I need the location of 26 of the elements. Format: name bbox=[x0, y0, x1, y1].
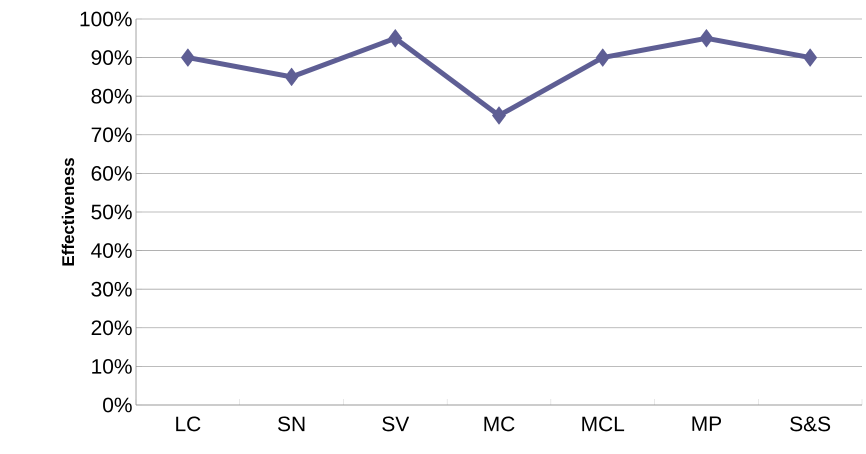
point bbox=[180, 48, 195, 67]
point bbox=[388, 29, 402, 48]
x-tick-label: MP bbox=[692, 416, 722, 431]
y-tick-label: 40% bbox=[91, 243, 132, 258]
x-tick-label: S&S bbox=[790, 416, 830, 432]
y-tick-label: 50% bbox=[91, 204, 132, 220]
y-tick-label: 70% bbox=[92, 127, 132, 142]
point bbox=[284, 68, 299, 86]
y-tick-label: 0% bbox=[103, 398, 132, 412]
x-tick-label: MC bbox=[484, 416, 514, 432]
x-tick-label: LC bbox=[176, 416, 200, 432]
point bbox=[596, 48, 610, 67]
y-tick-label: 20% bbox=[92, 320, 132, 336]
y-tick-label: 60% bbox=[92, 166, 132, 181]
point bbox=[699, 29, 714, 48]
y-tick-label: 100% bbox=[80, 12, 132, 26]
y-tick-label: 80% bbox=[92, 88, 132, 104]
y-tick-label: 90% bbox=[92, 50, 132, 65]
y-tick-label: 10% bbox=[92, 358, 132, 374]
x-tick-label: SN bbox=[278, 416, 304, 432]
point bbox=[803, 48, 818, 67]
y-axis-title: Effectiveness bbox=[62, 158, 74, 266]
x-tick-label: SV bbox=[382, 416, 410, 432]
x-tick-label: MCL bbox=[582, 416, 624, 432]
y-tick-label: 30% bbox=[91, 282, 132, 297]
point bbox=[492, 106, 506, 125]
